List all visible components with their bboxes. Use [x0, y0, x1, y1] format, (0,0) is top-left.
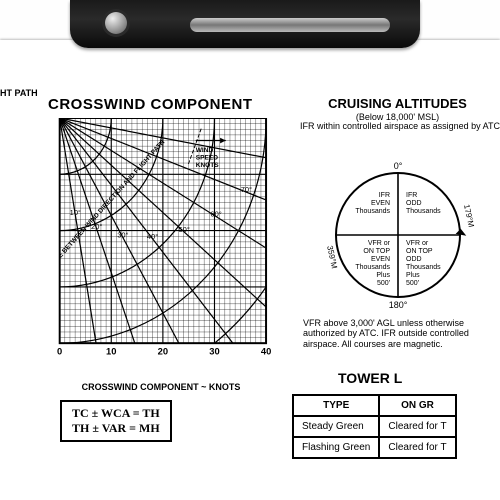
- clipboard-clip: [70, 0, 420, 48]
- crosswind-title: CROSSWIND COMPONENT: [48, 96, 253, 113]
- tower-lights-title: TOWER L: [338, 370, 498, 386]
- svg-text:ON TOP: ON TOP: [406, 248, 433, 255]
- svg-text:0: 0: [57, 346, 62, 356]
- svg-text:IFR: IFR: [379, 192, 390, 199]
- svg-text:0°: 0°: [394, 161, 403, 171]
- svg-text:10: 10: [106, 346, 116, 356]
- reference-card: HT PATH CROSSWIND COMPONENT 10°20°30°40°…: [0, 40, 500, 500]
- svg-text:179°M: 179°M: [462, 204, 476, 229]
- svg-text:80°: 80°: [267, 152, 274, 161]
- table-row: Steady Green Cleared for T: [293, 416, 456, 437]
- tower-lights-table: TYPE ON GR Steady Green Cleared for T Fl…: [292, 394, 457, 459]
- svg-text:IFR: IFR: [406, 192, 417, 199]
- cell-type: Steady Green: [293, 416, 379, 437]
- svg-text:VFR or: VFR or: [368, 240, 391, 247]
- svg-text:Thousands: Thousands: [406, 208, 441, 215]
- svg-text:40: 40: [261, 346, 271, 356]
- svg-text:50°: 50°: [179, 225, 190, 234]
- svg-text:Thousands: Thousands: [355, 264, 390, 271]
- col-ground: ON GR: [379, 395, 455, 416]
- svg-text:WIND: WIND: [196, 147, 214, 154]
- table-row: Flashing Green Cleared for T: [293, 437, 456, 458]
- col-type: TYPE: [293, 395, 379, 416]
- cell-ground: Cleared for T: [379, 437, 455, 458]
- svg-text:EVEN: EVEN: [371, 200, 390, 207]
- cruising-altitudes-note: VFR above 3,000' AGL unless otherwise au…: [303, 318, 500, 349]
- cell-type: Flashing Green: [293, 437, 379, 458]
- edge-cut-label: HT PATH: [0, 88, 38, 98]
- svg-text:180°: 180°: [389, 300, 408, 310]
- cruising-altitudes-sub2: IFR within controlled airspace as assign…: [300, 122, 500, 132]
- svg-text:Thousands: Thousands: [406, 264, 441, 271]
- svg-text:SPEED: SPEED: [196, 154, 218, 161]
- svg-text:Plus: Plus: [376, 272, 390, 279]
- table-row: TYPE ON GR: [293, 395, 456, 416]
- formula-line-1: TC ± WCA = TH: [72, 406, 160, 421]
- heading-formula-box: TC ± WCA = TH TH ± VAR = MH: [60, 400, 172, 442]
- svg-text:60°: 60°: [210, 210, 221, 219]
- svg-text:KNOTS: KNOTS: [196, 162, 220, 169]
- svg-text:30°: 30°: [117, 230, 128, 239]
- svg-text:20: 20: [158, 346, 168, 356]
- svg-text:Plus: Plus: [406, 272, 420, 279]
- crosswind-chart: 10°20°30°40°50°60°70°80°90°010203040ANGL…: [48, 118, 274, 362]
- svg-text:EVEN: EVEN: [371, 256, 390, 263]
- cell-ground: Cleared for T: [379, 416, 455, 437]
- svg-text:ODD: ODD: [406, 200, 422, 207]
- svg-text:500': 500': [406, 280, 419, 287]
- svg-text:Thousands: Thousands: [355, 208, 390, 215]
- svg-text:ON TOP: ON TOP: [363, 248, 390, 255]
- svg-text:30: 30: [209, 346, 219, 356]
- svg-text:500': 500': [377, 280, 390, 287]
- svg-text:70°: 70°: [241, 185, 252, 194]
- svg-text:ODD: ODD: [406, 256, 422, 263]
- svg-text:VFR or: VFR or: [406, 240, 429, 247]
- svg-text:40°: 40°: [147, 232, 158, 241]
- cruising-altitudes-dial: 0°180°179°M359°MIFREVENThousandsIFRODDTh…: [318, 150, 478, 310]
- crosswind-xaxis-label: CROSSWIND COMPONENT ~ KNOTS: [48, 382, 274, 392]
- formula-line-2: TH ± VAR = MH: [72, 421, 160, 436]
- svg-text:10°: 10°: [70, 208, 81, 217]
- cruising-altitudes-title: CRUISING ALTITUDES: [300, 96, 495, 111]
